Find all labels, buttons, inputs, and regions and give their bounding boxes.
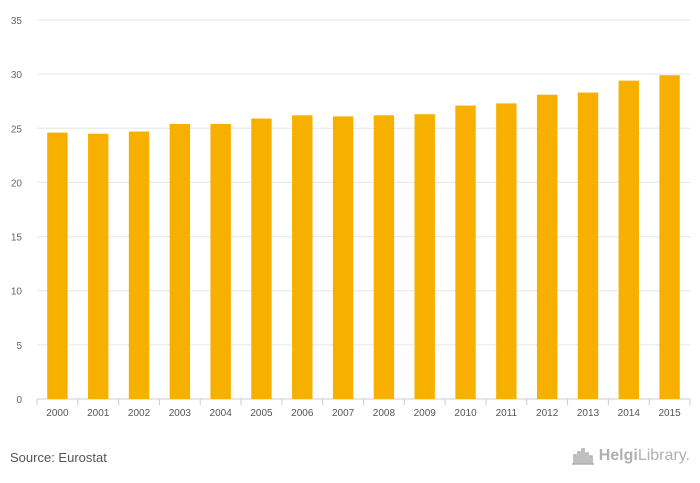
y-axis-ticks: 0 5 10 15 20 25 30 35 <box>11 16 23 406</box>
x-tick-label: 2006 <box>291 408 314 419</box>
brand-name-part2: Library. <box>637 447 690 464</box>
library-icon <box>571 448 594 465</box>
brand-name-part1: Helgi <box>598 447 638 464</box>
x-tick-label: 2010 <box>454 408 477 419</box>
x-tick-label: 2014 <box>618 408 641 419</box>
bar-2000[interactable] <box>47 132 68 400</box>
y-tick-label: 0 <box>16 395 22 406</box>
x-tick-label: 2009 <box>414 408 437 419</box>
bar-2010[interactable] <box>455 105 476 399</box>
y-tick-label: 20 <box>11 178 23 189</box>
bar-2001[interactable] <box>88 133 109 399</box>
brand-name: HelgiLibrary. <box>599 447 690 465</box>
bar-2015[interactable] <box>659 75 680 400</box>
bar-2009[interactable] <box>414 114 435 400</box>
y-tick-label: 5 <box>16 341 22 352</box>
y-tick-label: 35 <box>11 16 23 27</box>
source-note: Source: Eurostat <box>10 450 107 465</box>
x-tick-label: 2000 <box>46 408 69 419</box>
x-axis-ticks: 2000 2001 2002 2003 2004 2005 2006 2007 2008 2009… <box>36 399 691 419</box>
x-tick-label: 2011 <box>496 408 518 419</box>
bar-2007[interactable] <box>332 116 354 400</box>
x-tick-label: 2008 <box>373 408 396 419</box>
x-tick-label: 2007 <box>332 408 355 419</box>
x-tick-label: 2015 <box>658 408 681 419</box>
bar-2014[interactable] <box>618 80 639 399</box>
brand-logo[interactable]: HelgiLibrary. <box>571 446 690 466</box>
y-tick-label: 15 <box>11 233 23 244</box>
bars <box>47 75 680 400</box>
bar-2008[interactable] <box>373 115 395 399</box>
bar-2011[interactable] <box>496 103 517 399</box>
x-tick-label: 2012 <box>536 408 559 419</box>
bar-2006[interactable] <box>292 115 313 399</box>
x-tick-label: 2003 <box>169 408 192 419</box>
bar-2004[interactable] <box>210 123 231 399</box>
bar-2002[interactable] <box>128 131 150 399</box>
bar-2005[interactable] <box>251 118 272 399</box>
bar-2013[interactable] <box>577 92 599 400</box>
y-tick-label: 30 <box>11 70 23 81</box>
x-tick-label: 2004 <box>210 408 233 419</box>
y-tick-label: 25 <box>11 124 23 135</box>
x-tick-label: 2001 <box>87 408 110 419</box>
bar-2003[interactable] <box>169 123 191 399</box>
x-tick-label: 2005 <box>250 408 273 419</box>
x-tick-label: 2013 <box>577 408 600 419</box>
bar-2012[interactable] <box>536 94 558 400</box>
y-tick-label: 10 <box>11 287 23 298</box>
x-tick-label: 2002 <box>128 408 151 419</box>
